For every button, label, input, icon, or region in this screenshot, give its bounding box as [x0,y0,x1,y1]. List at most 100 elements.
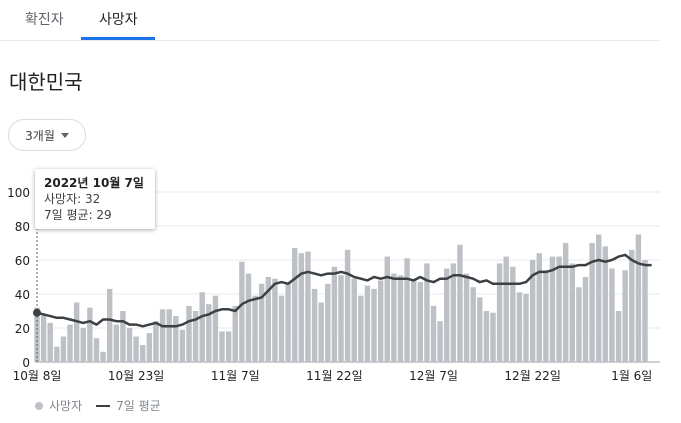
legend-line-icon [96,404,111,407]
bar [318,302,324,362]
bar [503,256,509,362]
bar [265,277,272,362]
x-tick-label: 1월 6일 [611,369,652,383]
x-tick-label: 11월 22일 [306,369,362,383]
bar [93,338,100,362]
bar [80,328,86,362]
bar [529,260,536,362]
chart-tooltip: 2022년 10월 7일 사망자: 32 7일 평균: 29 [35,169,155,229]
bar [219,331,225,362]
bar [562,243,569,362]
legend-average: 7일 평균 [96,397,161,414]
bar [133,336,139,362]
y-tick-label: 40 [15,288,30,302]
bar [516,292,523,362]
bar [186,305,192,362]
bar [120,311,126,362]
bar [424,263,430,362]
bar [87,307,93,362]
bar [40,314,47,362]
bar [609,268,615,362]
tab-deaths[interactable]: 사망자 [99,12,138,28]
bar [470,287,476,362]
bar [179,329,186,362]
bar [397,275,404,362]
bar [404,258,410,362]
bar [192,311,199,362]
bar [298,253,305,362]
x-tick-label: 12월 22일 [504,369,560,383]
bar [338,275,344,362]
bar [437,321,443,362]
caret-down-icon [60,132,69,138]
tab-confirmed[interactable]: 확진자 [25,12,64,28]
bar [278,295,285,362]
bar [417,282,424,362]
bar [305,251,311,362]
bar [615,311,622,362]
bar [153,321,159,362]
legend-dot-icon [35,401,43,410]
x-tick-label: 10월 23일 [108,369,164,383]
bar [642,260,648,362]
bar [239,261,245,362]
tooltip-average: 7일 평균: 29 [44,208,112,222]
bar [377,280,384,362]
bar [384,256,390,362]
average-line [36,253,652,328]
bar [166,309,172,362]
bar [496,263,503,362]
region-title: 대한민국 [9,70,83,94]
x-tick-label: 12월 7일 [409,369,458,383]
bar [549,256,556,362]
bar [589,243,595,362]
bar [602,246,609,362]
bar [126,328,133,362]
bar [523,294,529,362]
bar [325,283,331,362]
bar [569,263,576,362]
bar [490,312,496,362]
bar [622,270,628,362]
bar [344,249,351,362]
bar [457,244,463,362]
legend-deaths: 사망자 [35,397,82,414]
bar [60,336,67,362]
bar [34,307,40,362]
bar [212,295,219,362]
bar [410,280,417,362]
bar [252,295,258,362]
tab-bar: 확진자 사망자 [0,0,660,41]
bar [292,248,298,362]
y-tick-label: 80 [15,220,30,234]
bar [430,305,437,362]
legend-average-label: 7일 평균 [116,399,161,413]
y-tick-label: 60 [15,254,30,268]
bar [463,273,470,362]
period-dropdown[interactable]: 3개월 [8,119,86,151]
bar [140,345,146,362]
active-tab-indicator [81,37,155,40]
bar [364,285,371,362]
bar [245,273,252,362]
bar [576,287,582,362]
x-tick-label: 10월 8일 [13,369,62,383]
y-tick-label: 0 [22,356,30,370]
bar [232,305,238,362]
bar [146,333,153,362]
bar [543,270,549,362]
bar [331,266,338,362]
bar [206,304,212,362]
bar [272,278,278,362]
period-dropdown-label: 3개월 [25,128,55,143]
legend-deaths-label: 사망자 [49,399,83,413]
bar [629,249,635,362]
hover-point [33,308,41,317]
bar [113,324,120,362]
bar [67,324,73,362]
bar [54,346,60,362]
bar [285,282,291,362]
bar [510,266,516,362]
bar [311,288,318,362]
bar [536,253,542,362]
